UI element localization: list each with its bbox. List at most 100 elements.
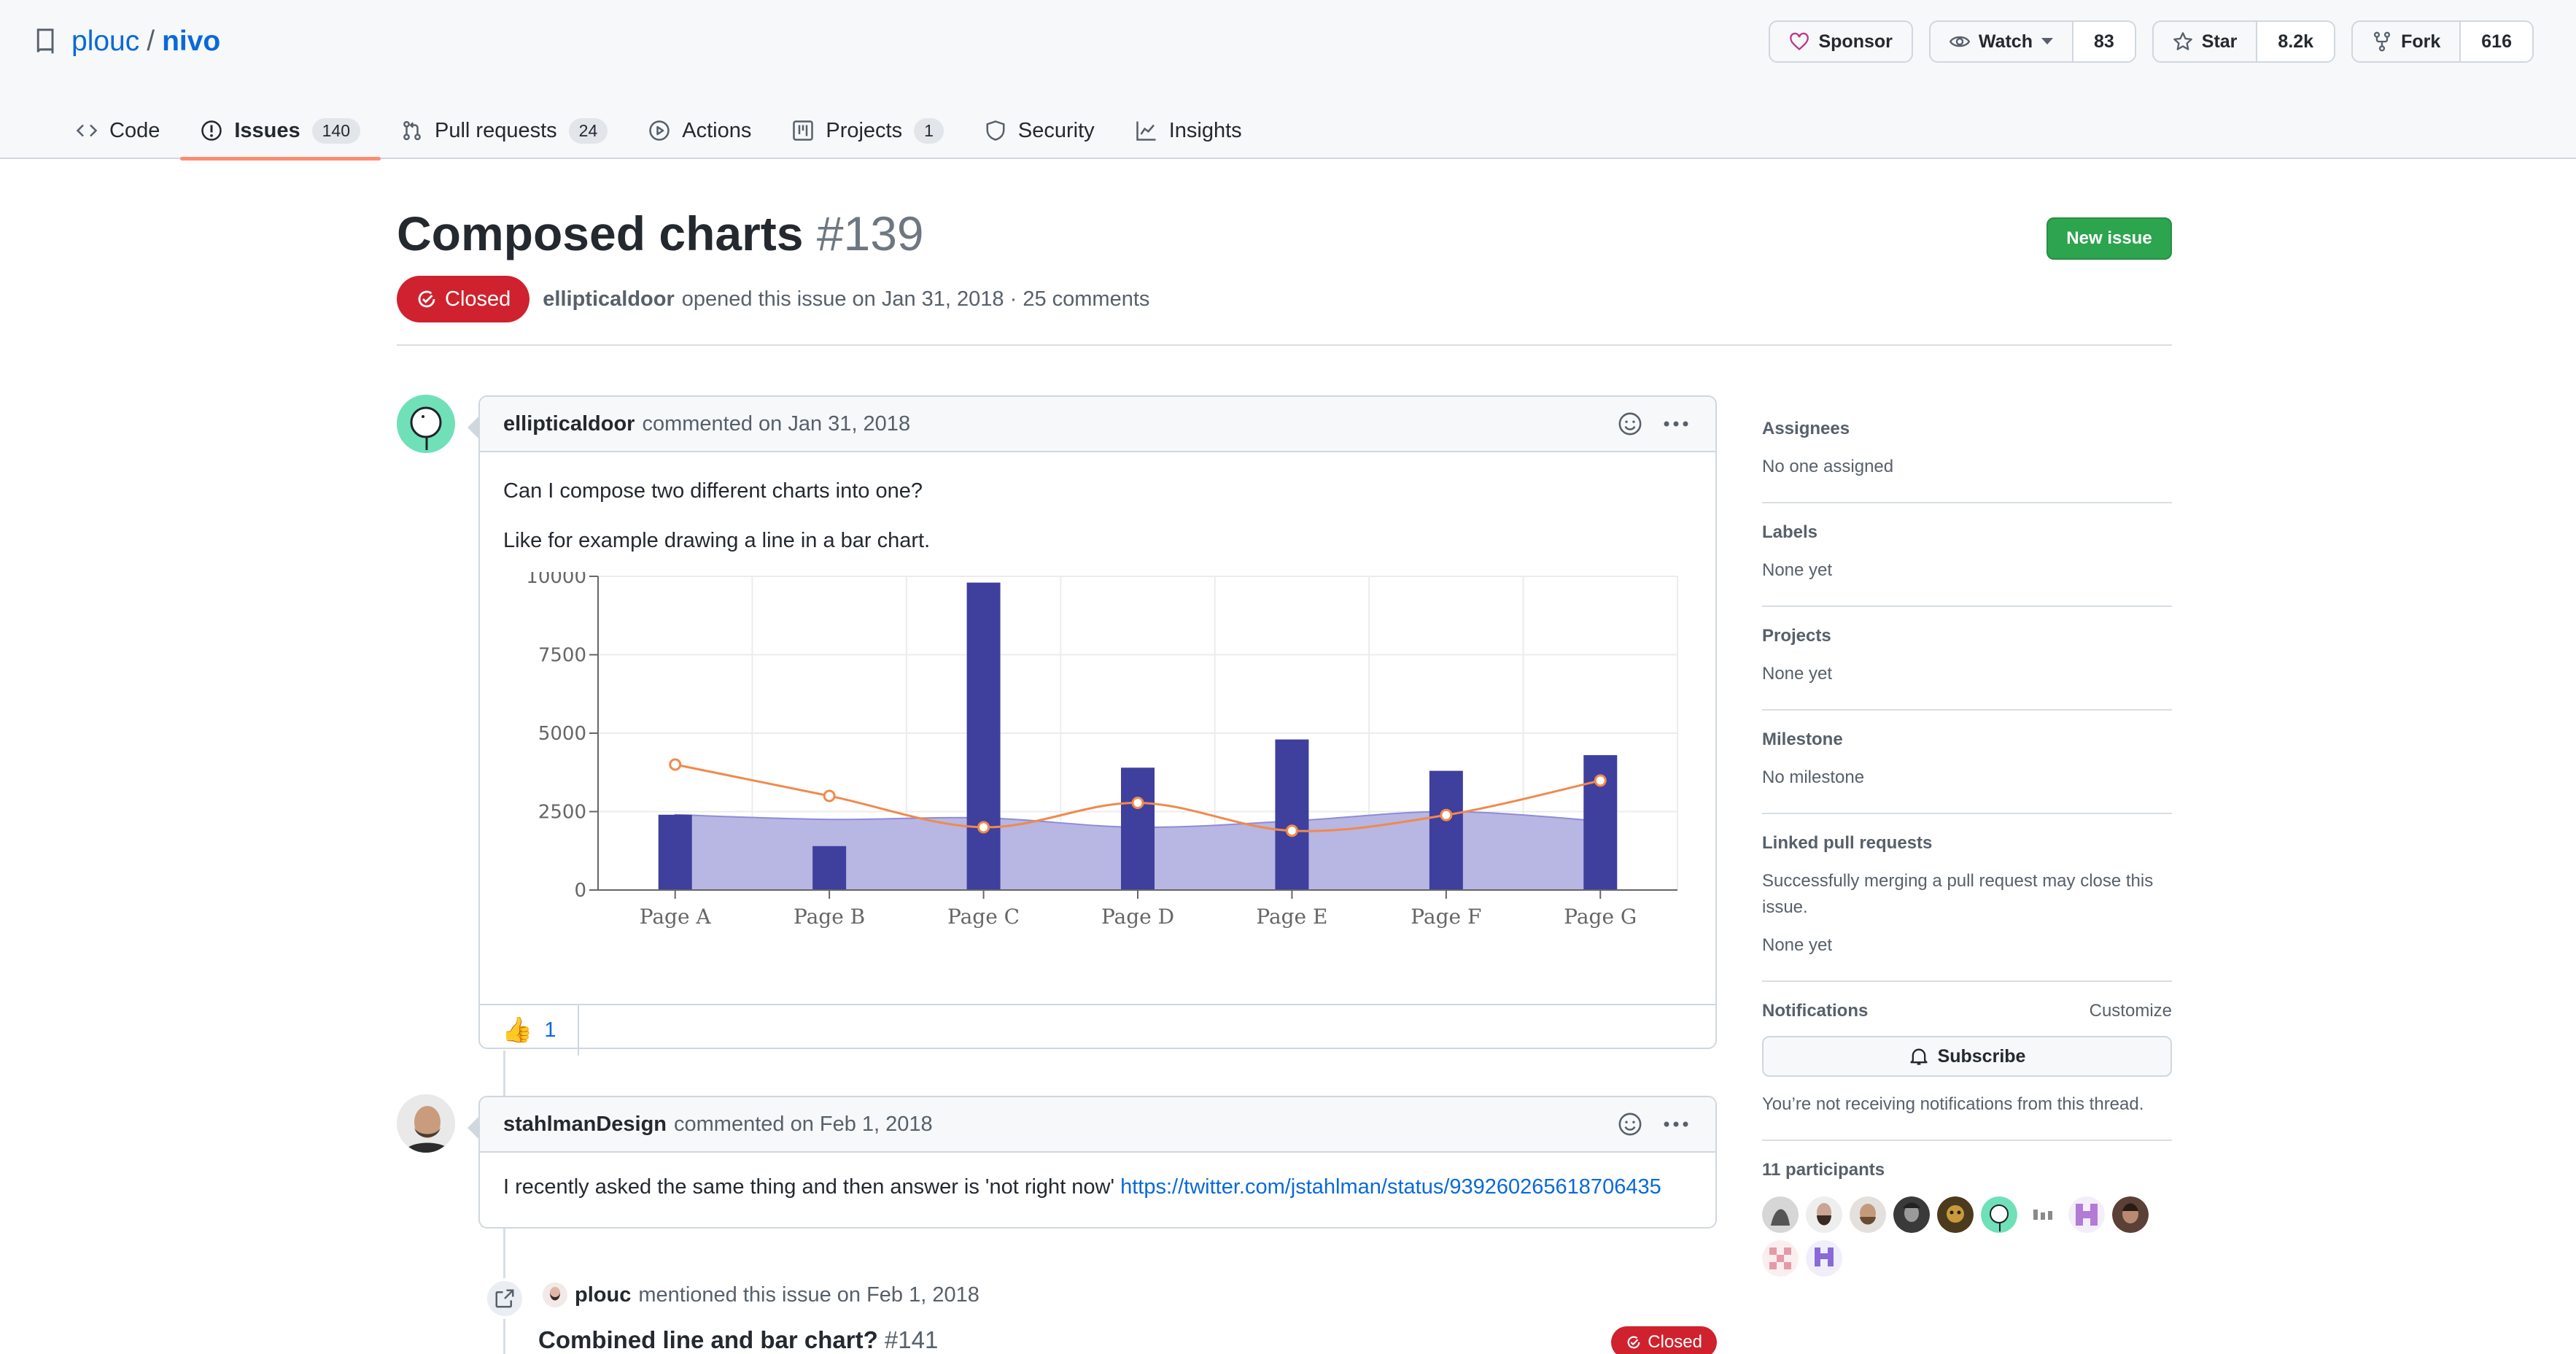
sidebar-assignees[interactable]: Assignees No one assigned bbox=[1762, 400, 2172, 503]
participant-avatar-7-icon[interactable] bbox=[2025, 1196, 2061, 1233]
line-point-page-d bbox=[1131, 797, 1144, 810]
avatar-plouc-icon[interactable] bbox=[543, 1283, 567, 1307]
smiley-icon[interactable] bbox=[1618, 411, 1642, 436]
xref-author-link[interactable]: plouc bbox=[575, 1283, 632, 1307]
watch-button[interactable]: Watch bbox=[1931, 22, 2072, 61]
sidebar-linked-pull-requests[interactable]: Linked pull requests Successfully mergin… bbox=[1762, 814, 2172, 982]
sidebar-title: 11 participants bbox=[1762, 1160, 1885, 1180]
avatar[interactable] bbox=[397, 1094, 455, 1153]
watch-button-group: Watch 83 bbox=[1928, 20, 2136, 63]
repo-title: plouc / nivo bbox=[35, 22, 220, 61]
sponsor-button[interactable]: Sponsor bbox=[1769, 20, 1913, 63]
issue-sidebar: Assignees No one assigned Labels None ye… bbox=[1762, 400, 2172, 1299]
issue-state-line: Closed ellipticaldoor opened this issue … bbox=[397, 276, 1149, 322]
sidebar-value: None yet bbox=[1762, 560, 1833, 580]
fork-button[interactable]: Fork bbox=[2353, 22, 2459, 61]
sidebar-description: Successfully merging a pull request may … bbox=[1762, 871, 2154, 917]
bar-page-b bbox=[812, 846, 847, 891]
y-tick-label: 7500 bbox=[538, 645, 586, 667]
new-issue-button[interactable]: New issue bbox=[2047, 217, 2172, 260]
eye-icon bbox=[1949, 36, 1970, 47]
participant-avatar-8-icon[interactable] bbox=[2068, 1196, 2105, 1233]
sidebar-milestone[interactable]: Milestone No milestone bbox=[1762, 711, 2172, 814]
bell-icon bbox=[1909, 1048, 1928, 1065]
repo-owner-link[interactable]: plouc bbox=[71, 26, 140, 57]
kebab-menu-icon[interactable] bbox=[1663, 420, 1689, 428]
x-tick-label: Page A bbox=[640, 905, 712, 929]
participant-avatar-9-icon[interactable] bbox=[2112, 1196, 2149, 1233]
line-point-page-c bbox=[977, 821, 990, 834]
comment-meta: commented on Jan 31, 2018 bbox=[642, 411, 911, 436]
repo-separator: / bbox=[147, 26, 155, 57]
fork-count[interactable]: 616 bbox=[2459, 22, 2532, 61]
customize-link[interactable]: Customize bbox=[2089, 1001, 2172, 1021]
xref-state-badge: Closed bbox=[1611, 1326, 1717, 1354]
comment-paragraph: Can I compose two different charts into … bbox=[503, 479, 923, 503]
comment-header: stahlmanDesign commented on Feb 1, 2018 bbox=[480, 1097, 1715, 1153]
participant-avatar-5-icon[interactable] bbox=[1937, 1196, 1974, 1233]
x-tick-label: Page G bbox=[1564, 905, 1637, 929]
comment-paragraph: I recently asked the same thing and then… bbox=[503, 1172, 1692, 1202]
repo-icon bbox=[36, 28, 54, 54]
sidebar-participants: 11 participants bbox=[1762, 1141, 2172, 1299]
issue-number: #139 bbox=[816, 206, 924, 260]
participant-avatar-3-icon[interactable] bbox=[1850, 1196, 1886, 1233]
issue-closed-icon bbox=[1627, 1336, 1640, 1349]
repo-actions: Sponsor Watch 83 Star 8.2k Fork 616 bbox=[1769, 20, 2534, 63]
project-icon bbox=[793, 120, 814, 141]
kebab-menu-icon[interactable] bbox=[1663, 1121, 1689, 1128]
heart-icon bbox=[1790, 32, 1809, 51]
x-tick-label: Page E bbox=[1256, 905, 1327, 929]
sidebar-title: Milestone bbox=[1762, 730, 1843, 749]
repo-header: plouc / nivo Sponsor Watch 83 Star 8.2k bbox=[0, 0, 2576, 160]
avatar[interactable] bbox=[397, 395, 455, 453]
tab-projects[interactable]: Projects 1 bbox=[772, 102, 964, 159]
line-point-page-g bbox=[1594, 774, 1607, 787]
notifications-description: You’re not receiving notifications from … bbox=[1762, 1094, 2144, 1114]
graph-icon bbox=[1136, 121, 1156, 141]
participant-avatar-1-icon[interactable] bbox=[1762, 1196, 1799, 1233]
reaction-thumbs-up[interactable]: 👍 1 bbox=[480, 1005, 580, 1056]
sidebar-labels[interactable]: Labels None yet bbox=[1762, 503, 2172, 607]
sponsor-segment[interactable]: Sponsor bbox=[1770, 22, 1911, 61]
bar-page-a bbox=[658, 814, 692, 891]
xref-issue-title[interactable]: Combined line and bar chart? #141 bbox=[538, 1326, 938, 1354]
tab-actions[interactable]: Actions bbox=[628, 102, 772, 159]
tab-issues[interactable]: Issues 140 bbox=[180, 102, 381, 160]
repo-name-link[interactable]: nivo bbox=[162, 26, 221, 57]
sidebar-title: Labels bbox=[1762, 522, 1818, 542]
tab-pull-requests[interactable]: Pull requests 24 bbox=[381, 102, 628, 159]
subscribe-label: Subscribe bbox=[1937, 1045, 2026, 1067]
tab-code[interactable]: Code bbox=[55, 102, 180, 159]
issue-closed-icon bbox=[418, 290, 435, 308]
tab-label: Pull requests bbox=[435, 118, 557, 142]
fork-label: Fork bbox=[2401, 31, 2441, 52]
issue-title-text: Composed charts bbox=[397, 206, 804, 260]
star-count[interactable]: 8.2k bbox=[2256, 22, 2335, 61]
tab-security[interactable]: Security bbox=[964, 102, 1115, 159]
issue-author-link[interactable]: ellipticaldoor bbox=[543, 287, 675, 311]
participant-avatar-2-icon[interactable] bbox=[1806, 1196, 1842, 1233]
star-label: Star bbox=[2201, 31, 2238, 52]
bar-page-d bbox=[1121, 767, 1155, 891]
watch-count[interactable]: 83 bbox=[2071, 22, 2135, 61]
tab-insights[interactable]: Insights bbox=[1115, 102, 1262, 159]
star-button[interactable]: Star bbox=[2154, 22, 2257, 61]
comment-author-link[interactable]: ellipticaldoor bbox=[503, 411, 635, 436]
tab-label: Code bbox=[109, 118, 160, 142]
participant-avatar-6-icon[interactable] bbox=[1981, 1196, 2017, 1233]
smiley-icon[interactable] bbox=[1618, 1112, 1642, 1137]
subscribe-button[interactable]: Subscribe bbox=[1762, 1036, 2172, 1077]
participant-avatar-11-icon[interactable] bbox=[1806, 1240, 1842, 1277]
comment-paragraph: Like for example drawing a line in a bar… bbox=[503, 529, 931, 553]
sidebar-projects[interactable]: Projects None yet bbox=[1762, 607, 2172, 711]
comment-author-link[interactable]: stahlmanDesign bbox=[503, 1112, 667, 1136]
participant-avatar-4-icon[interactable] bbox=[1893, 1196, 1930, 1233]
reactions-bar: 👍 1 bbox=[480, 1004, 1715, 1056]
twitter-link[interactable]: https://twitter.com/jstahlman/status/939… bbox=[1120, 1175, 1661, 1199]
notifications-title: Notifications bbox=[1762, 1001, 1869, 1021]
sidebar-notifications: Notifications Customize Subscribe You’re… bbox=[1762, 982, 2172, 1141]
participant-avatar-10-icon[interactable] bbox=[1762, 1240, 1799, 1277]
header-divider bbox=[397, 344, 2172, 346]
x-tick-label: Page D bbox=[1101, 905, 1174, 929]
